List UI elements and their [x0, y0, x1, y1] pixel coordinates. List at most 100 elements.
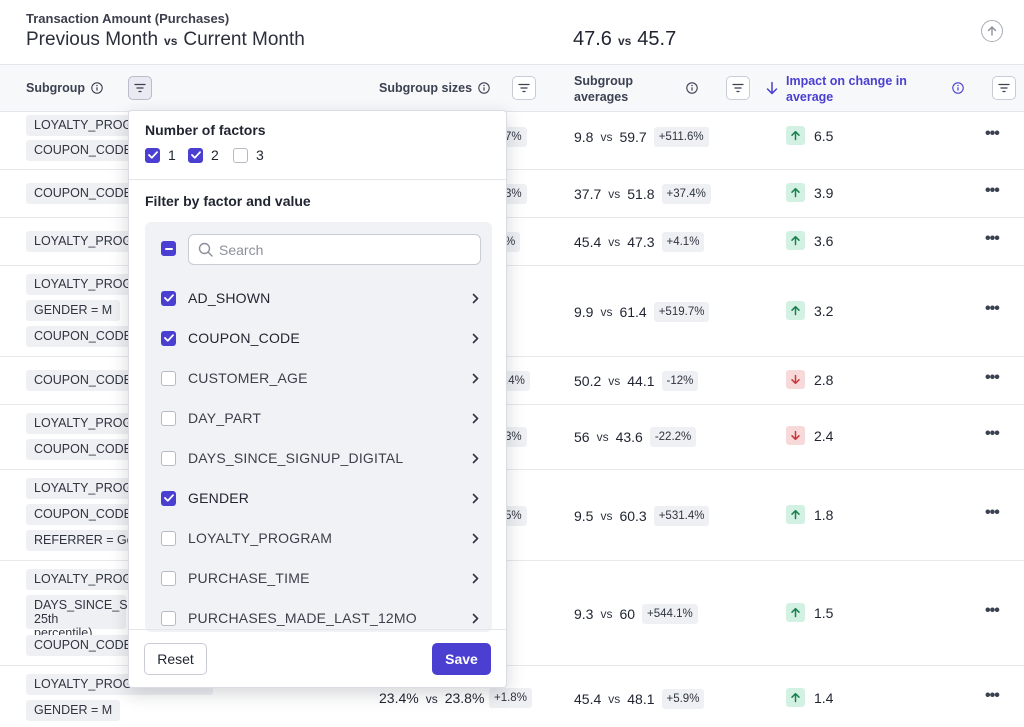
vs-label: vs: [600, 509, 613, 523]
checkbox-empty-icon[interactable]: [161, 610, 176, 626]
factor-item[interactable]: DAYS_SINCE_SIGNUP_DIGITAL: [161, 447, 481, 469]
save-button[interactable]: Save: [432, 643, 491, 675]
filter-icon: [134, 83, 146, 93]
row-more-options-button[interactable]: •••: [985, 300, 1000, 317]
scroll-to-top-button[interactable]: [981, 20, 1003, 42]
chevron-right-icon[interactable]: [469, 412, 481, 424]
checkbox-checked-icon[interactable]: [161, 490, 176, 506]
vs-label: vs: [600, 607, 613, 621]
avg-prev: 9.8: [574, 129, 594, 145]
search-placeholder: Search: [219, 241, 264, 258]
table-row[interactable]: COUPON_CODE .4% 50.2 vs 44.1 -12% 2.8 •••: [0, 357, 1024, 405]
num-factors-option-1[interactable]: 1: [145, 147, 176, 163]
checkbox-empty-icon[interactable]: [161, 410, 176, 426]
average-comparison: 9.8 vs 59.7 +511.6%: [574, 127, 709, 147]
chevron-right-icon[interactable]: [469, 572, 481, 584]
row-more-options-button[interactable]: •••: [985, 369, 1000, 386]
subgroup-tag: REFERRER = Goo: [26, 530, 149, 551]
table-row[interactable]: LOYALTY_PROGR COUPON_CODE 3% 56 vs 43.6 -22…: [0, 405, 1024, 470]
subgroup-tag: COUPON_CODE: [26, 183, 140, 204]
averages-column-label: Subgroup: [574, 74, 634, 88]
factor-search-input[interactable]: Search: [188, 234, 481, 265]
checkbox-empty-icon[interactable]: [161, 570, 176, 586]
impact-filter-button[interactable]: [992, 76, 1016, 100]
impact-number: 1.8: [814, 506, 834, 523]
sort-descending-icon[interactable]: [765, 81, 779, 95]
info-icon[interactable]: [478, 82, 490, 94]
reset-button[interactable]: Reset: [144, 643, 207, 675]
avg-curr: 59.7: [619, 129, 647, 145]
checkbox-checked-icon[interactable]: [161, 290, 176, 306]
impact-value: 1.4: [786, 688, 833, 707]
checkbox-empty-icon[interactable]: [233, 147, 248, 163]
avg-prev: 45.4: [574, 691, 602, 707]
subgroup-tag: COUPON_CODE: [26, 635, 140, 656]
subgroup-tag: LOYALTY_PROGR: [26, 274, 150, 295]
row-more-options-button[interactable]: •••: [985, 182, 1000, 199]
factor-item[interactable]: PURCHASES_MADE_LAST_12MO: [161, 607, 481, 629]
avg-change-badge: +544.1%: [642, 604, 698, 624]
checkbox-checked-icon[interactable]: [161, 330, 176, 346]
impact-column-header[interactable]: Impact on change in average: [786, 73, 936, 105]
checkbox-empty-icon[interactable]: [161, 370, 176, 386]
factor-item[interactable]: AD_SHOWN: [161, 287, 481, 309]
num-factors-option-2[interactable]: 2: [188, 147, 219, 163]
row-more-options-button[interactable]: •••: [985, 602, 1000, 619]
info-icon[interactable]: [952, 82, 964, 94]
chevron-right-icon[interactable]: [469, 612, 481, 624]
subgroup-tag: GENDER = M: [26, 700, 121, 721]
avg-curr: 60.3: [619, 508, 647, 524]
row-more-options-button[interactable]: •••: [985, 687, 1000, 704]
chevron-right-icon[interactable]: [469, 452, 481, 464]
factor-item[interactable]: COUPON_CODE: [161, 327, 481, 349]
factor-list: Search AD_SHOWN COUPON_CODE CUSTOMER_AGE…: [145, 222, 492, 632]
row-more-options-button[interactable]: •••: [985, 230, 1000, 247]
avg-change-badge: +5.9%: [661, 689, 705, 709]
factor-item[interactable]: CUSTOMER_AGE: [161, 367, 481, 389]
chevron-right-icon[interactable]: [469, 332, 481, 344]
table-row[interactable]: COUPON_CODE 3% 37.7 vs 51.8 +37.4% 3.9 •••: [0, 170, 1024, 218]
table-row[interactable]: LOYALTY_PROGR COUPON_CODE REFERRER = Goo…: [0, 470, 1024, 561]
factor-item[interactable]: GENDER: [161, 487, 481, 509]
checkbox-checked-icon[interactable]: [145, 147, 160, 163]
sizes-filter-button[interactable]: [512, 76, 536, 100]
checkbox-empty-icon[interactable]: [161, 530, 176, 546]
row-more-options-button[interactable]: •••: [985, 504, 1000, 521]
avg-curr: 43.6: [615, 429, 643, 445]
row-more-options-button[interactable]: •••: [985, 125, 1000, 142]
checkbox-empty-icon[interactable]: [161, 450, 176, 466]
info-icon[interactable]: [91, 82, 103, 94]
subgroup-tag: LOYALTY_PROGR: [26, 569, 150, 590]
subgroup-column-header: Subgroup: [26, 81, 103, 95]
num-factors-option-3[interactable]: 3: [233, 147, 264, 163]
average-comparison: 56 vs 43.6 -22.2%: [574, 427, 697, 447]
previous-value: 47.6: [573, 28, 612, 50]
chevron-right-icon[interactable]: [469, 492, 481, 504]
table-row[interactable]: LOYALTY_PROGR GENDER = M COUPON_CODE 9.9…: [0, 266, 1024, 357]
table-row[interactable]: LOYALTY_PROGR DAYS_SINCE_SIG 25th percen…: [0, 561, 1024, 666]
avg-curr: 51.8: [627, 186, 655, 202]
vs-label: vs: [608, 374, 621, 388]
avg-curr: 44.1: [627, 373, 655, 389]
factor-item[interactable]: DAY_PART: [161, 407, 481, 429]
avg-change-badge: +511.6%: [653, 127, 709, 147]
averages-filter-button[interactable]: [726, 76, 750, 100]
chevron-right-icon[interactable]: [469, 292, 481, 304]
info-icon[interactable]: [686, 82, 698, 94]
subgroup-filter-button[interactable]: [128, 76, 152, 100]
checkbox-checked-icon[interactable]: [188, 147, 203, 163]
avg-prev: 9.5: [574, 508, 594, 524]
impact-number: 1.5: [814, 604, 834, 621]
search-icon: [198, 242, 213, 257]
factor-label: AD_SHOWN: [188, 290, 271, 306]
chevron-right-icon[interactable]: [469, 372, 481, 384]
size-change-badge: +1.8%: [489, 688, 532, 708]
table-row[interactable]: LOYALTY_PROGR % 45.4 vs 47.3 +4.1% 3.6 •••: [0, 218, 1024, 266]
chevron-right-icon[interactable]: [469, 532, 481, 544]
factor-item[interactable]: LOYALTY_PROGRAM: [161, 527, 481, 549]
select-all-indeterminate-checkbox[interactable]: [161, 241, 176, 256]
factor-label: GENDER: [188, 490, 250, 506]
factor-item[interactable]: PURCHASE_TIME: [161, 567, 481, 589]
impact-value: 3.6: [786, 231, 833, 250]
row-more-options-button[interactable]: •••: [985, 425, 1000, 442]
